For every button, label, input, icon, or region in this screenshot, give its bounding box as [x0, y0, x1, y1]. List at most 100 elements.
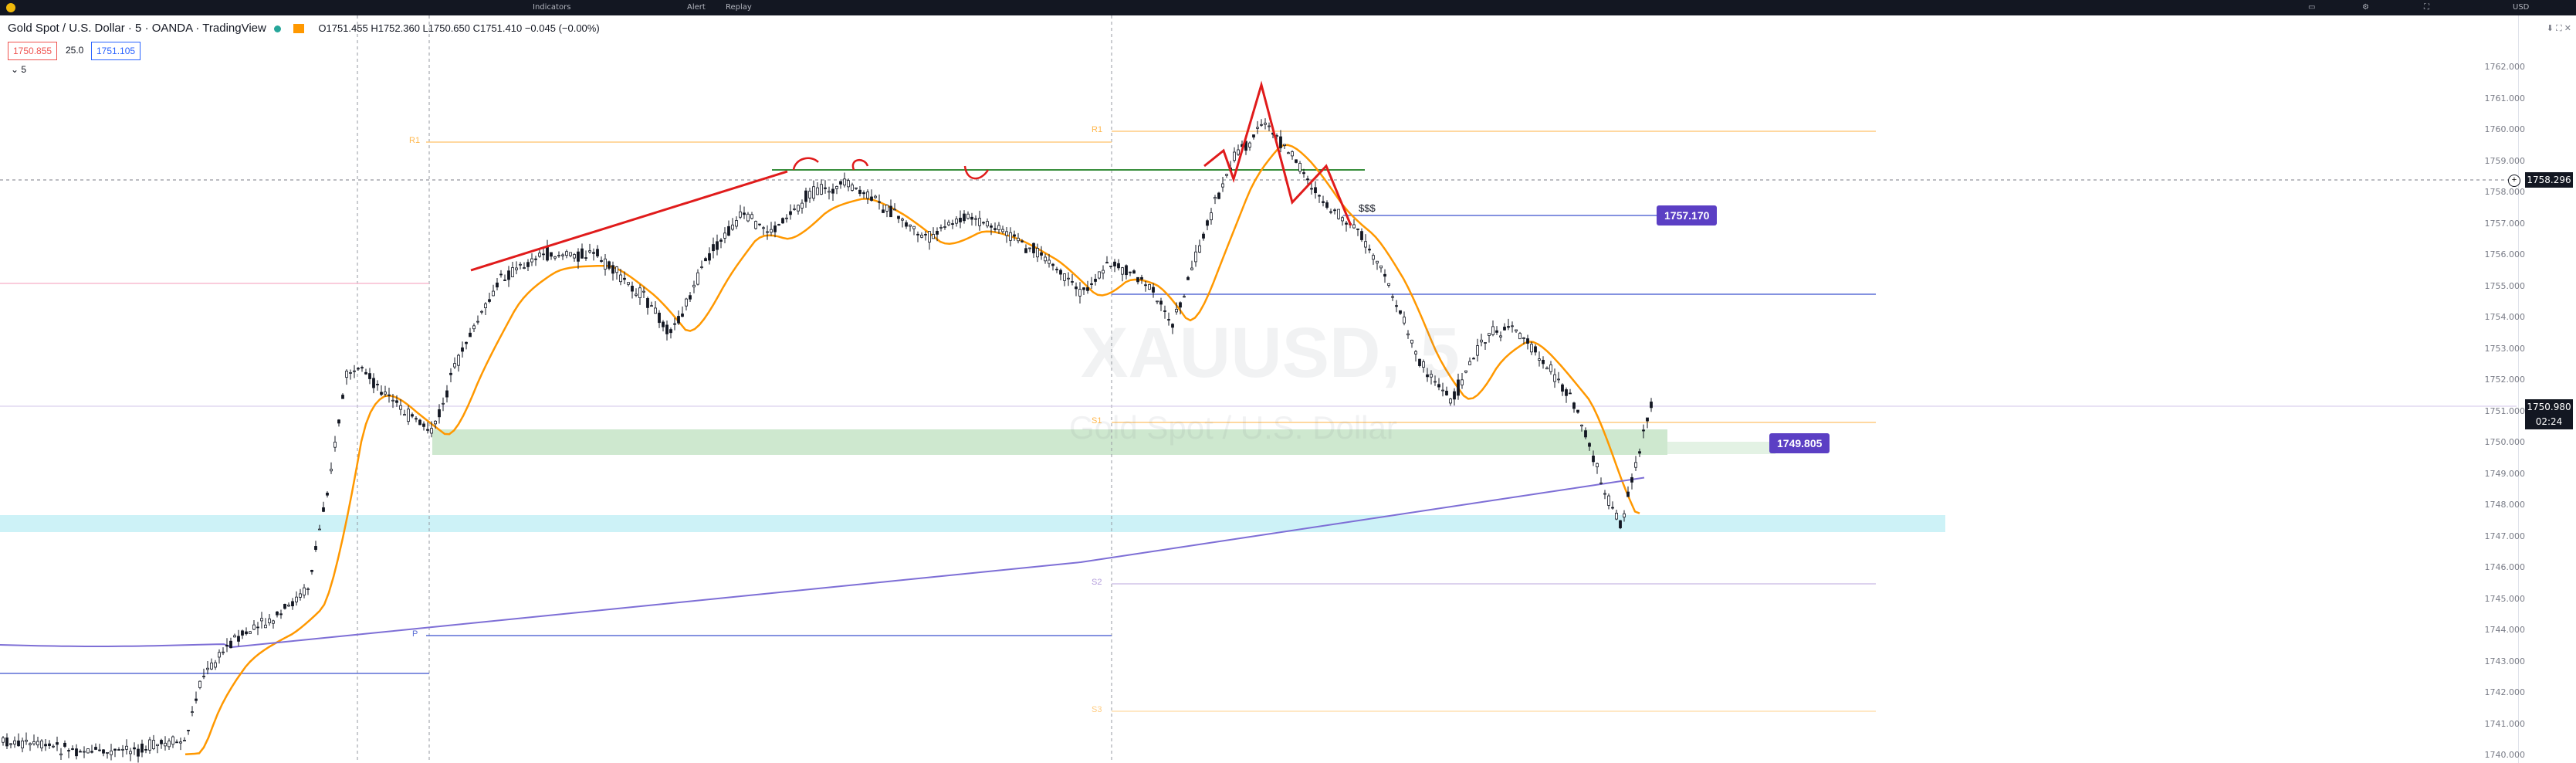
candle-body — [1159, 300, 1163, 305]
candle-body — [395, 400, 398, 403]
candle-body — [1144, 284, 1147, 287]
candle-body — [426, 429, 429, 431]
window-controls[interactable]: ⬇ ⛶ ✕ — [2547, 23, 2571, 34]
candle-body — [750, 214, 753, 219]
indicator-collapse-toggle[interactable]: ⌄ 5 — [11, 64, 27, 75]
candle-body — [422, 423, 425, 427]
candle-body — [932, 234, 935, 239]
candle-body — [1252, 134, 1255, 137]
candle-body — [928, 231, 931, 242]
close-icon: ✕ — [2564, 24, 2571, 33]
candle-body — [882, 209, 885, 213]
candle-body — [411, 414, 414, 417]
candle-body — [773, 226, 777, 232]
candle-body — [264, 624, 267, 629]
candle-body — [237, 636, 240, 642]
symbol-legend[interactable]: Gold Spot / U.S. Dollar · 5 · OANDA · Tr… — [8, 22, 600, 35]
candle-body — [71, 748, 74, 750]
candle-body — [1175, 308, 1178, 313]
candle-body — [920, 234, 923, 238]
level-upper-label[interactable]: 1757.170 — [1657, 205, 1718, 226]
fullscreen-icon[interactable]: ⛶ — [2424, 3, 2429, 12]
candle-body — [1186, 276, 1190, 280]
currency-label[interactable]: USD — [2513, 3, 2530, 12]
candle-body — [86, 748, 90, 754]
candle-body — [604, 258, 607, 270]
candle-body — [812, 186, 815, 199]
candle-body — [1233, 151, 1236, 161]
replay-button[interactable]: Replay — [726, 3, 752, 12]
candle-body — [1032, 242, 1035, 253]
candle-body — [1592, 455, 1595, 463]
alert-button[interactable]: Alert — [687, 3, 706, 12]
candle-body — [1484, 342, 1487, 344]
candle-body — [943, 226, 946, 228]
candle-body — [368, 373, 371, 379]
candle-body — [1024, 248, 1027, 253]
candle-body — [1376, 260, 1379, 264]
candle-body — [1453, 391, 1456, 400]
candle-body — [708, 253, 711, 261]
price-tick: 1760.000 — [2484, 124, 2526, 134]
candle-body — [1569, 392, 1572, 395]
candle-body — [476, 320, 479, 323]
pivot-label: R1 — [409, 136, 421, 145]
demand-zone — [432, 429, 1667, 455]
indicators-button[interactable]: Indicators — [533, 3, 571, 12]
moving-averages — [0, 144, 1645, 755]
candle-body — [569, 252, 572, 256]
candle-body — [279, 613, 283, 615]
bid-price[interactable]: 1750.855 — [8, 42, 58, 60]
price-axis[interactable] — [2518, 15, 2576, 763]
candle-body — [1306, 178, 1309, 181]
candle-body — [75, 748, 78, 757]
candle-body — [1503, 327, 1506, 331]
candle-body — [484, 303, 487, 309]
candle-body — [1202, 233, 1205, 239]
price-tick: 1751.000 — [2484, 405, 2526, 416]
candle-body — [835, 186, 838, 189]
candle-body — [179, 741, 182, 744]
candle-body — [229, 640, 232, 649]
candle-body — [530, 258, 533, 263]
candle-body — [1005, 231, 1008, 236]
candle-body — [1437, 384, 1440, 388]
candle-body — [712, 244, 715, 252]
top-toolbar: Indicators Alert Replay USD ▭ ⚙ ⛶ — [0, 0, 2576, 15]
candle-body — [685, 298, 688, 307]
maximize-icon: ⛶ — [2556, 24, 2562, 33]
candle-body — [1596, 463, 1599, 467]
candle-body — [851, 185, 854, 191]
candle-body — [496, 282, 499, 288]
ask-price[interactable]: 1751.105 — [91, 42, 141, 60]
top-marker — [792, 157, 819, 171]
candle-body — [681, 314, 684, 317]
candle-body — [588, 250, 591, 253]
candle-body — [1268, 125, 1271, 127]
candle-body — [990, 226, 993, 228]
candle-body — [345, 371, 348, 378]
candle-body — [565, 251, 568, 256]
candle-body — [407, 409, 410, 422]
price-tick: 1754.000 — [2484, 312, 2526, 322]
level-middle-label[interactable]: 1749.805 — [1769, 433, 1830, 453]
candle-body — [924, 233, 927, 236]
candle-body — [318, 528, 321, 531]
layout-icon[interactable]: ▭ — [2308, 3, 2316, 12]
candle-body — [596, 249, 599, 256]
candle-body — [272, 620, 275, 624]
price-chart[interactable] — [0, 15, 2576, 763]
down-arrow-icon: ⬇ — [2546, 24, 2554, 33]
candle-body — [553, 256, 557, 259]
candle-body — [1372, 255, 1375, 260]
price-tick: 1759.000 — [2484, 155, 2526, 166]
candle-body — [326, 492, 329, 496]
settings-icon[interactable]: ⚙ — [2362, 3, 2369, 12]
candle-body — [206, 667, 209, 670]
candle-body — [519, 263, 522, 266]
candle-body — [646, 298, 649, 308]
candle-body — [986, 221, 989, 227]
candle-body — [1094, 279, 1097, 282]
plus-icon[interactable]: + — [2508, 175, 2520, 187]
candle-body — [1538, 358, 1541, 361]
